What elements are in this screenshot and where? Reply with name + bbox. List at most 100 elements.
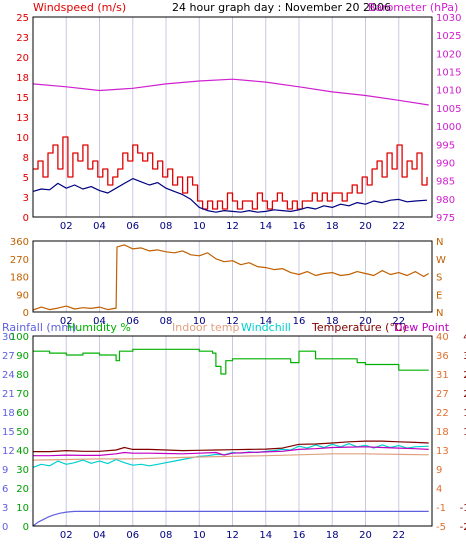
temperature-tick-label: -14 [460, 503, 466, 514]
y-right-tick-label: 1025 [436, 31, 461, 42]
compass-tick-label: N [436, 237, 443, 248]
y-left-tick-label: 23 [16, 33, 29, 44]
indoor-tick-label: 36 [436, 351, 449, 362]
x-tick-label: 14 [259, 530, 272, 541]
humidity-tick-label: 10 [16, 503, 29, 514]
rain-tick-label: 6 [2, 484, 8, 495]
legend-windchill: Windchill [241, 321, 291, 334]
legend-indoor-temp: Indoor temp [172, 321, 239, 334]
direction-tick-label: 360 [10, 237, 29, 248]
y-right-tick-label: 985 [436, 177, 455, 188]
windspeed-axis-label: Windspeed (m/s) [33, 1, 126, 14]
indoor-tick-label: 4 [436, 484, 442, 495]
x-tick-label: 16 [293, 221, 306, 232]
humidity-tick-label: 30 [16, 465, 29, 476]
x-tick-label: 14 [259, 221, 272, 232]
series-line-humidity [33, 348, 429, 375]
rain-tick-label: 18 [2, 408, 15, 419]
y-right-tick-label: 1010 [436, 86, 461, 97]
y-left-tick-label: 8 [23, 153, 29, 164]
rain-tick-label: 27 [2, 351, 15, 362]
x-tick-label: 20 [359, 316, 372, 327]
indoor-tick-label: 27 [436, 389, 449, 400]
series-line-barometer-hpa [32, 78, 429, 106]
temperature-tick-label: 10 [463, 427, 466, 438]
x-tick-label: 12 [226, 221, 239, 232]
rain-tick-label: 3 [2, 503, 8, 514]
legend-dew-point: Dew Point [394, 321, 450, 334]
y-right-tick-label: 995 [436, 140, 455, 151]
indoor-tick-label: 31 [436, 370, 449, 381]
series-line-gust [32, 178, 428, 213]
compass-tick-label: N [436, 308, 443, 319]
x-tick-label: 06 [126, 530, 139, 541]
x-tick-label: 18 [326, 530, 339, 541]
temperature-tick-label: 40 [463, 332, 466, 343]
x-tick-label: 12 [226, 316, 239, 327]
y-right-tick-label: 975 [436, 213, 455, 224]
x-tick-label: 16 [293, 530, 306, 541]
x-tick-label: 20 [359, 221, 372, 232]
y-left-tick-label: 3 [23, 193, 29, 204]
barometer-axis-label: Barometer (hPa) [368, 1, 458, 14]
x-tick-label: 08 [160, 316, 173, 327]
x-tick-label: 04 [93, 316, 106, 327]
x-tick-label: 22 [392, 221, 405, 232]
direction-tick-label: 0 [23, 308, 29, 319]
indoor-tick-label: 22 [436, 408, 449, 419]
humidity-tick-label: 90 [16, 351, 29, 362]
x-tick-label: 02 [60, 530, 73, 541]
y-left-tick-label: 18 [16, 73, 29, 84]
y-left-tick-label: 25 [16, 13, 29, 24]
plot-frame-2 [32, 240, 433, 313]
x-tick-label: 16 [293, 316, 306, 327]
temperature-tick-label: 28 [463, 370, 466, 381]
x-tick-label: 04 [93, 221, 106, 232]
x-tick-label: 22 [392, 316, 405, 327]
x-tick-label: 08 [160, 221, 173, 232]
y-left-tick-label: 15 [16, 93, 29, 104]
compass-tick-label: S [436, 273, 442, 284]
humidity-tick-label: 40 [16, 446, 29, 457]
chart-title: 24 hour graph day : November 20 2006 [172, 1, 391, 14]
x-tick-label: 06 [126, 316, 139, 327]
indoor-tick-label: -1 [436, 503, 446, 514]
humidity-tick-label: 100 [10, 332, 29, 343]
compass-tick-label: W [436, 255, 446, 266]
legend-temperature: Temperature (°C) [311, 321, 407, 334]
x-tick-label: 02 [60, 221, 73, 232]
direction-tick-label: 90 [16, 290, 29, 301]
plot-frame-3 [32, 335, 433, 527]
x-tick-label: 10 [193, 530, 206, 541]
series-line-temperature-c [33, 440, 429, 453]
y-left-tick-label: 5 [23, 173, 29, 184]
humidity-tick-label: 20 [16, 484, 29, 495]
x-tick-label: 22 [392, 530, 405, 541]
humidity-tick-label: 60 [16, 408, 29, 419]
direction-tick-label: 180 [10, 273, 29, 284]
x-tick-label: 12 [226, 530, 239, 541]
y-right-tick-label: 1020 [436, 49, 461, 60]
rain-tick-label: 9 [2, 465, 8, 476]
y-left-tick-label: 0 [23, 213, 29, 224]
temperature-tick-label: 16 [463, 408, 466, 419]
temperature-tick-label: 22 [463, 389, 466, 400]
legend-humidity: Humidity % [67, 321, 131, 334]
humidity-tick-label: 50 [16, 427, 29, 438]
rain-tick-label: 15 [2, 427, 15, 438]
series-line-indoor-temp [32, 453, 429, 461]
x-tick-label: 08 [160, 530, 173, 541]
series-line-wind-direction [32, 244, 430, 311]
rain-tick-label: 24 [2, 370, 15, 381]
compass-tick-label: E [436, 290, 442, 301]
x-tick-label: 14 [259, 316, 272, 327]
series-line-rainfall-mm [32, 510, 429, 527]
legend-rainfall: Rainfall (mm) [2, 321, 76, 334]
x-tick-label: 02 [60, 316, 73, 327]
x-tick-label: 06 [126, 221, 139, 232]
x-tick-label: 04 [93, 530, 106, 541]
humidity-tick-label: 80 [16, 370, 29, 381]
plot-frame-1 [32, 16, 433, 218]
x-tick-label: 10 [193, 316, 206, 327]
